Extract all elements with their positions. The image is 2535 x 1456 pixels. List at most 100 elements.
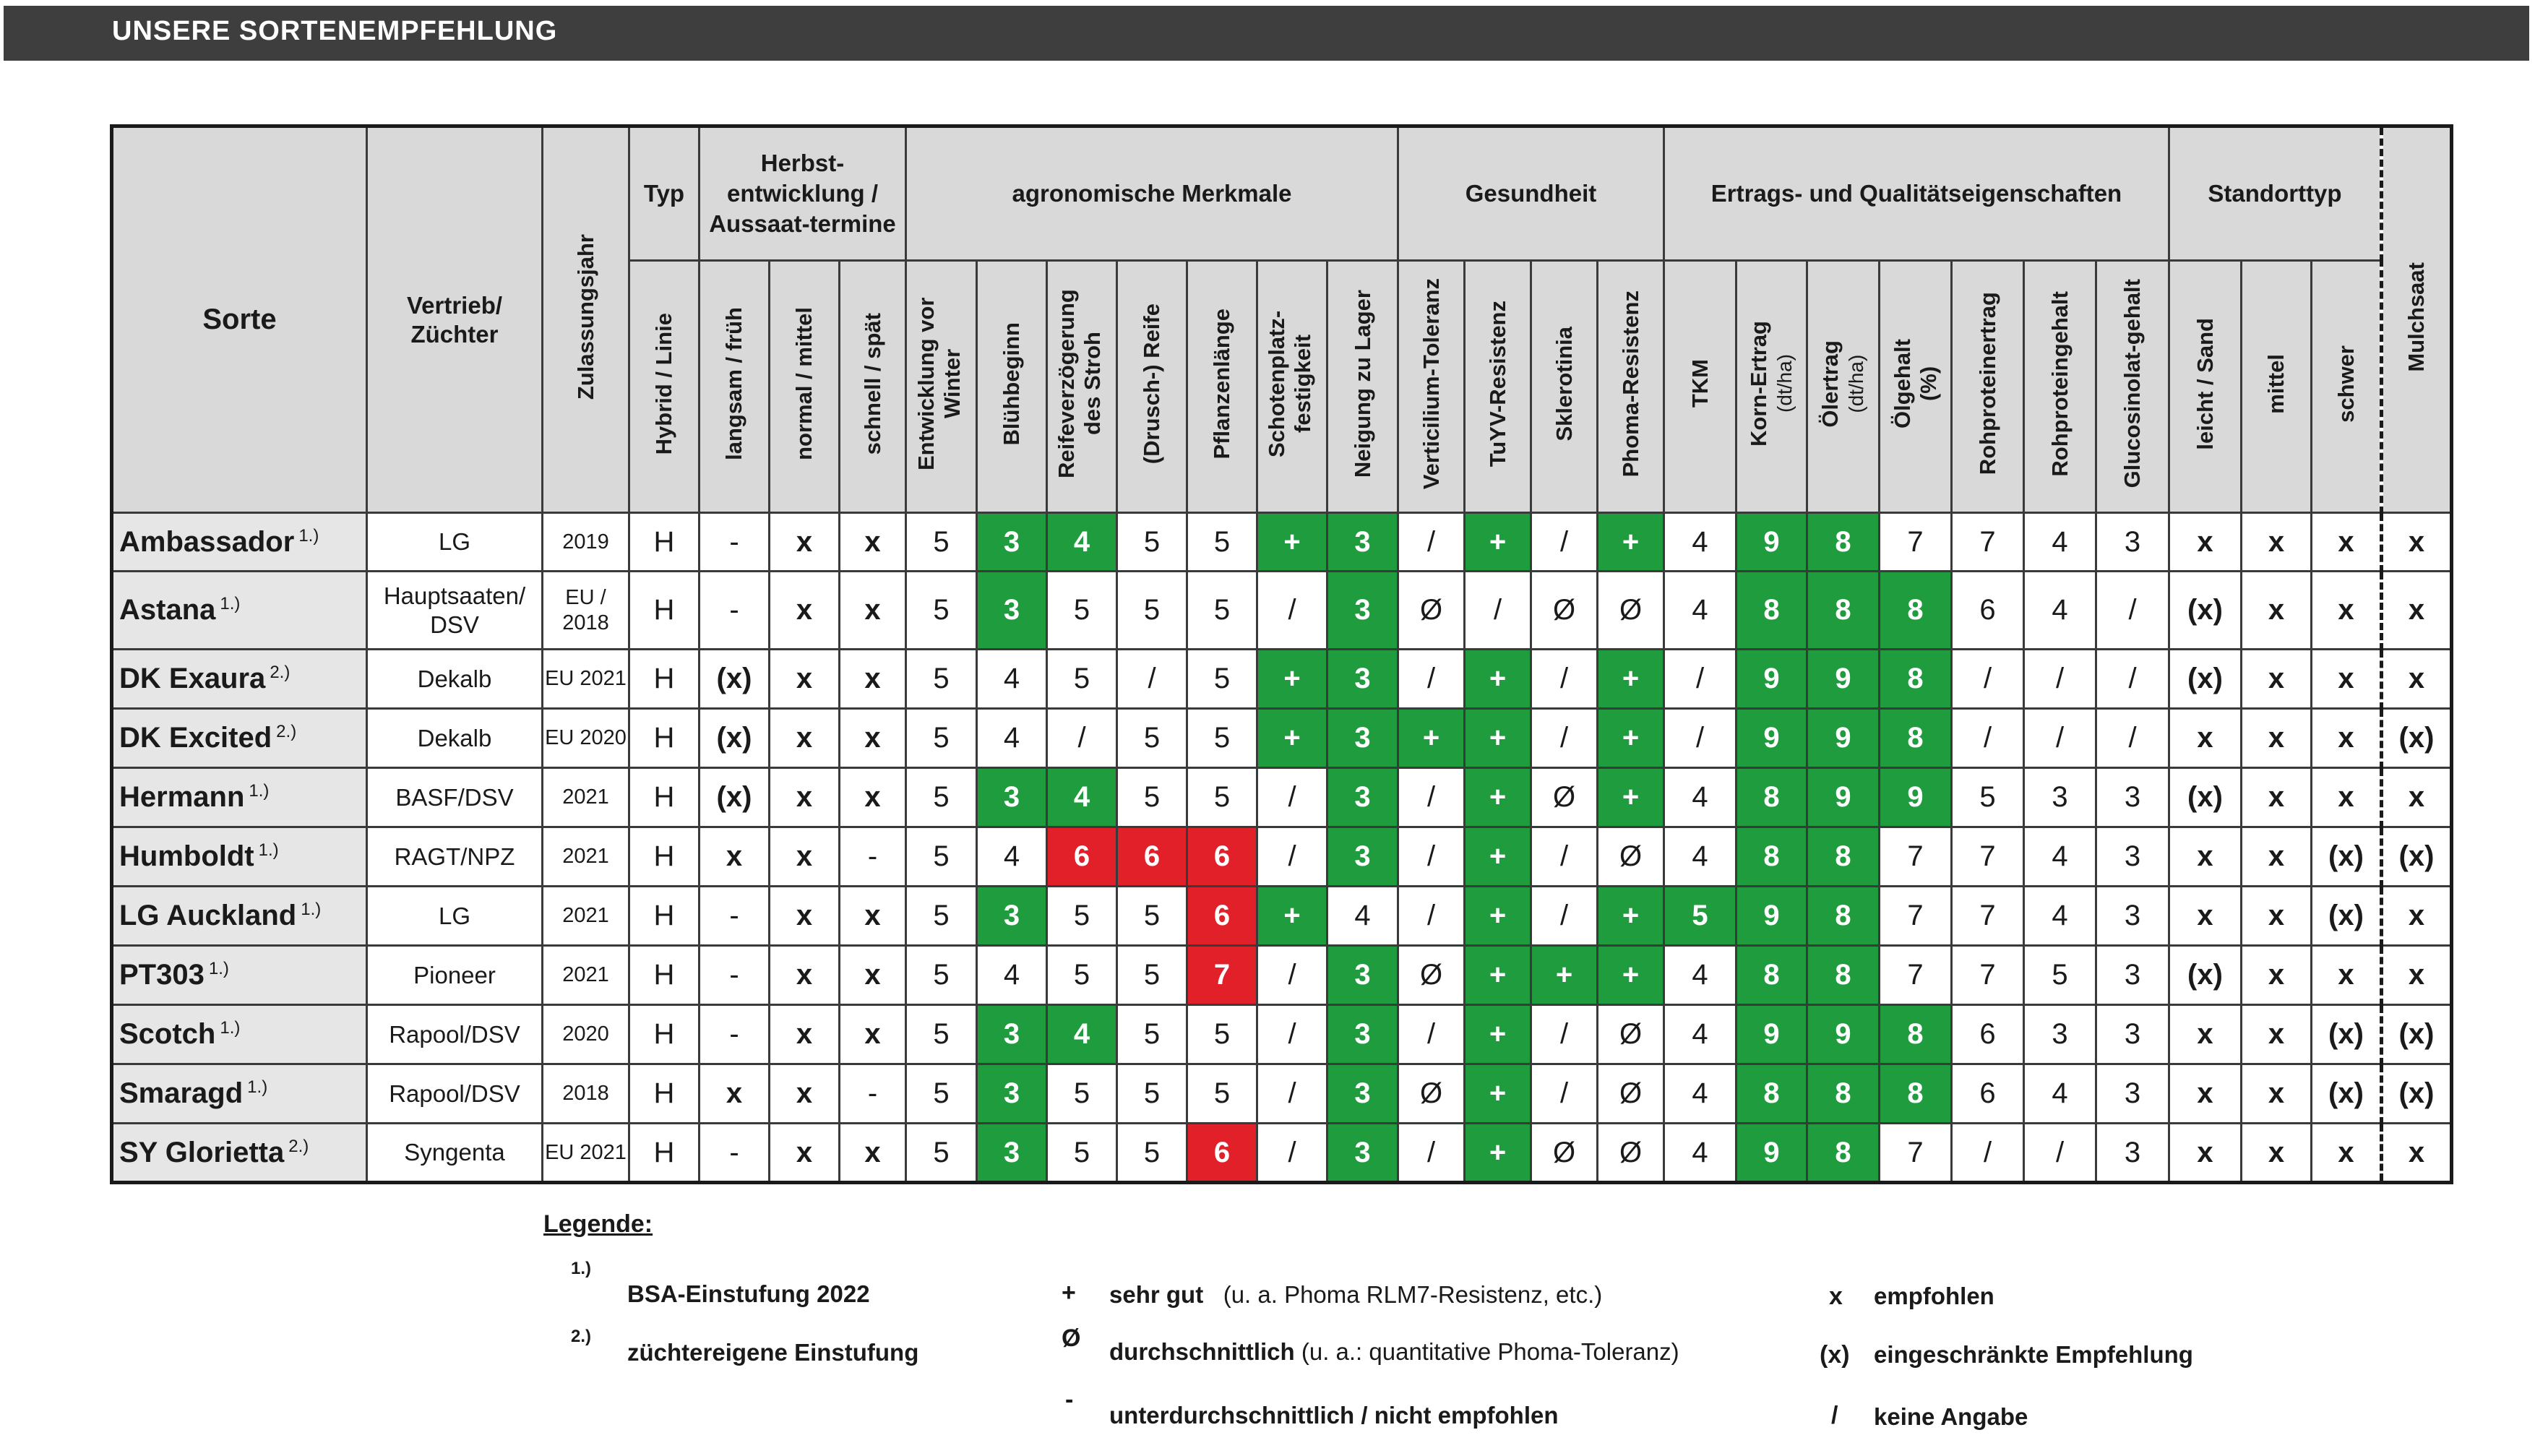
standort-cell: (x) — [2310, 1004, 2383, 1065]
agro-cell: 3 — [976, 1063, 1048, 1124]
gesundheit-cell: / — [1530, 885, 1598, 947]
gesundheit-cell: Ø — [1596, 570, 1665, 650]
ertrag-cell: 8 — [1878, 1063, 1953, 1124]
ertrag-cell: 8 — [1806, 570, 1880, 650]
herbst-cell: - — [698, 512, 770, 572]
ertrag-cell: 6 — [1950, 1063, 2025, 1124]
ertrag-cell: 9 — [1735, 1004, 1808, 1065]
ertrag-cell: 8 — [1806, 1122, 1880, 1184]
agro-cell: / — [1256, 944, 1328, 1006]
legend-title: Legende: — [543, 1210, 653, 1238]
herbst-cell: x — [768, 1122, 840, 1184]
ertrag-cell: 8 — [1735, 826, 1808, 887]
mulchsaat-cell: x — [2380, 944, 2453, 1006]
ertrag-cell: / — [1663, 648, 1737, 710]
gesundheit-cell: / — [1530, 512, 1598, 572]
legend-note2-text: züchtereigene Einstufung — [627, 1339, 919, 1366]
herbst-cell: x — [768, 512, 840, 572]
legend-slash-symbol: / — [1831, 1402, 1838, 1429]
standort-cell: x — [2168, 1122, 2242, 1184]
herbst-cell: x — [698, 1063, 770, 1124]
herbst-cell: x — [768, 648, 840, 710]
gesundheit-cell: Ø — [1530, 767, 1598, 828]
standort-cell: x — [2168, 826, 2242, 887]
ertrag-cell: / — [1950, 648, 2025, 710]
agro-cell: 5 — [905, 944, 978, 1006]
herbst-cell: - — [698, 944, 770, 1006]
typ-cell: H — [628, 1063, 700, 1124]
header-ertrag-glucosinolat: Glucosinolat-gehalt — [2095, 259, 2170, 514]
legend-average-symbol: Ø — [1062, 1324, 1081, 1352]
ertrag-cell: 9 — [1735, 885, 1808, 947]
ertrag-cell: 3 — [2095, 826, 2170, 887]
agro-cell: 6 — [1186, 885, 1258, 947]
legend-x-paren-text: eingeschränkte Empfehlung — [1874, 1341, 2193, 1368]
header-standort-schwer: schwer — [2310, 259, 2383, 514]
agro-cell: 3 — [1326, 1063, 1399, 1124]
herbst-cell: x — [768, 570, 840, 650]
title-bar: UNSERE SORTENEMPFEHLUNG — [4, 6, 2529, 61]
herbst-cell: - — [838, 1063, 907, 1124]
typ-cell: H — [628, 707, 700, 769]
standort-cell: x — [2310, 1122, 2383, 1184]
agro-cell: 5 — [1046, 648, 1118, 710]
table-row: Hermann 1.) BASF/DSV 2021 H (x) x x 5 3 4 5 5/3/+ Ø +4… — [110, 767, 2453, 828]
header-herbst-schnell: schnell / spät — [838, 259, 907, 514]
header-standort-leicht: leicht / Sand — [2168, 259, 2242, 514]
gesundheit-cell: + — [1463, 944, 1532, 1006]
agro-cell: 3 — [1326, 1004, 1399, 1065]
ertrag-cell: 8 — [1735, 1063, 1808, 1124]
gesundheit-cell: + — [1463, 1122, 1532, 1184]
legend-minus-symbol: - — [1065, 1386, 1074, 1413]
standort-cell: (x) — [2168, 944, 2242, 1006]
gesundheit-cell: / — [1397, 648, 1466, 710]
agro-cell: 5 — [1116, 1063, 1188, 1124]
legend-x-symbol: x — [1829, 1283, 1843, 1310]
variety-name-text: Hermann — [119, 781, 245, 813]
ertrag-cell: 7 — [1878, 885, 1953, 947]
agro-cell: 5 — [1186, 767, 1258, 828]
standort-cell: (x) — [2310, 885, 2383, 947]
herbst-cell: x — [768, 885, 840, 947]
header-gesundheit-sklerotinia: Sklerotinia — [1530, 259, 1598, 514]
ertrag-cell: 8 — [1806, 826, 1880, 887]
herbst-cell: x — [768, 944, 840, 1006]
ertrag-cell: 6 — [1950, 570, 2025, 650]
ertrag-cell: 4 — [1663, 826, 1737, 887]
ertrag-cell: 6 — [1950, 1004, 2025, 1065]
header-agro-lager: Neigung zu Lager — [1326, 259, 1399, 514]
ertrag-cell: 4 — [2023, 826, 2097, 887]
variety-name: PT303 1.) — [110, 944, 368, 1006]
gesundheit-cell: + — [1463, 885, 1532, 947]
header-ertrag-tkm: TKM — [1663, 259, 1737, 514]
gesundheit-cell: / — [1397, 1122, 1466, 1184]
standort-cell: (x) — [2168, 570, 2242, 650]
standort-cell: (x) — [2168, 648, 2242, 710]
ertrag-cell: / — [2023, 707, 2097, 769]
table-row: Scotch 1.) Rapool/DSV 2020 H - x x 5 3 4 5 5/3/+ / Ø 4 9… — [110, 1004, 2453, 1065]
mulchsaat-cell: x — [2380, 767, 2453, 828]
ertrag-cell: 5 — [1950, 767, 2025, 828]
standort-cell: x — [2240, 648, 2312, 710]
agro-cell: / — [1256, 1004, 1328, 1065]
vertrieb-cell: Pioneer — [366, 944, 543, 1006]
agro-cell: 3 — [976, 767, 1048, 828]
ertrag-cell: 3 — [2095, 1063, 2170, 1124]
ertrag-cell: 5 — [2023, 944, 2097, 1006]
header-ertrag-oelgehalt: Ölgehalt (%) — [1878, 259, 1953, 514]
header-agro-reife: (Drusch-) Reife — [1116, 259, 1188, 514]
zulassungsjahr-cell: EU 2021 — [541, 648, 630, 710]
agro-cell: 4 — [1046, 767, 1118, 828]
ertrag-cell: / — [2023, 1122, 2097, 1184]
typ-cell: H — [628, 1004, 700, 1065]
zulassungsjahr-cell: 2020 — [541, 1004, 630, 1065]
agro-cell: 6 — [1186, 1122, 1258, 1184]
variety-name-text: SY Glorietta — [119, 1136, 285, 1168]
ertrag-cell: 3 — [2023, 1004, 2097, 1065]
gesundheit-cell: / — [1397, 885, 1466, 947]
variety-name: Hermann 1.) — [110, 767, 368, 828]
herbst-cell: - — [838, 826, 907, 887]
ertrag-cell: 3 — [2095, 767, 2170, 828]
agro-cell: 3 — [1326, 767, 1399, 828]
gesundheit-cell: + — [1596, 512, 1665, 572]
